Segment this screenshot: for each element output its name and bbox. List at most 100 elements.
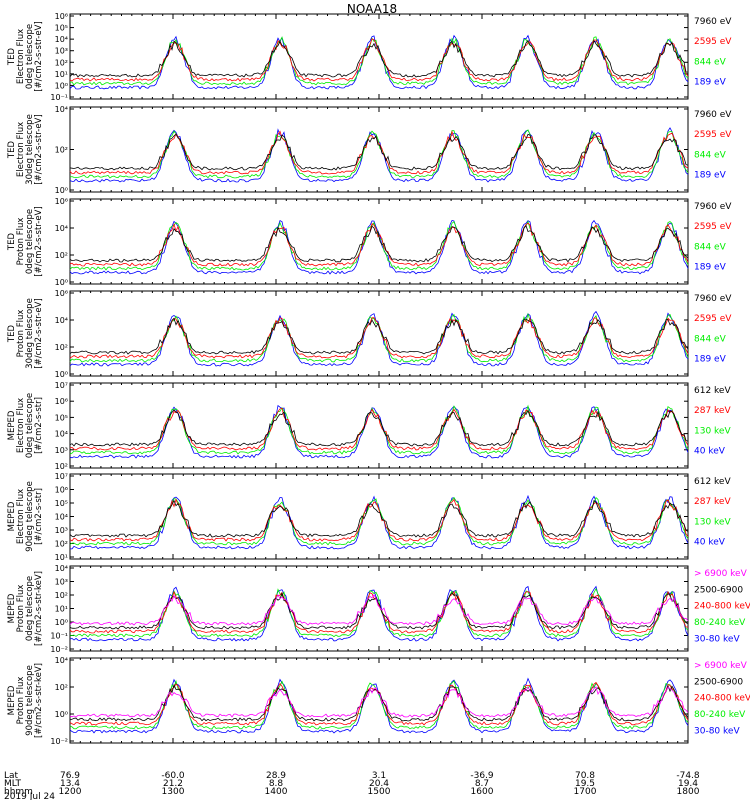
x-axis-tick-label: 1500	[368, 787, 391, 797]
x-axis-tick-label: 1400	[265, 787, 288, 797]
y-axis-label-line: MEPED	[7, 685, 17, 715]
legend-entry: 612 keV	[694, 386, 731, 396]
y-tick-label: 10⁶	[55, 486, 68, 495]
x-axis-tick-label: 8.8	[269, 779, 284, 789]
series-trace	[69, 312, 689, 363]
y-axis-label-line: Proton Flux	[16, 310, 26, 358]
y-axis-label-line: Electron Flux	[16, 29, 26, 84]
legend-entry: 40 keV	[694, 538, 726, 548]
legend-entry: 612 keV	[694, 477, 731, 487]
x-axis-tick-label: 76.9	[60, 771, 80, 781]
series-trace	[69, 496, 689, 546]
y-tick-label: 10⁻²	[50, 645, 68, 654]
y-axis-label-line: TED	[7, 140, 17, 159]
y-tick-label: 10¹	[55, 70, 68, 79]
y-axis-label-line: Proton Flux	[16, 585, 26, 633]
y-tick-label: 10⁵	[55, 413, 68, 422]
legend-entry: 7960 eV	[694, 17, 732, 27]
legend-entry: 844 eV	[694, 150, 727, 160]
y-axis-label-line: 90deg telescope	[25, 481, 35, 552]
panel-3: 10⁰ 10² 10⁴ 10⁶ TED Proton Flux 0deg telescope…	[7, 197, 732, 287]
series-trace	[69, 39, 689, 78]
panel-2: 10⁰ 10² 10⁴ TED Electron Flux 30deg telescope…	[7, 105, 732, 195]
y-axis-label-line: Electron Flux	[16, 489, 26, 544]
y-tick-label: 10²	[55, 343, 68, 352]
x-axis-tick-label: 13.4	[60, 779, 80, 789]
y-tick-label: 10⁻¹	[50, 93, 68, 102]
x-axis-tick-label: 1600	[471, 787, 494, 797]
y-axis-label-line: [#/cm2-s-str]	[34, 397, 44, 454]
x-axis-tick-label: 28.9	[266, 771, 286, 781]
y-tick-label: 10⁴	[55, 35, 68, 44]
legend-entry: 2595 eV	[694, 130, 732, 140]
y-axis-label-line: 30deg telescope	[25, 114, 35, 185]
y-tick-label: 10²	[55, 683, 68, 692]
series-trace	[69, 38, 689, 82]
panel-frame	[69, 13, 689, 100]
legend-entry: 7960 eV	[694, 294, 732, 304]
series-trace	[69, 404, 689, 459]
x-axis-tick-label: 70.8	[575, 771, 595, 781]
x-axis-tick-label: 1200	[59, 787, 82, 797]
panel-7: 10⁻² 10⁻¹ 10⁰ 10¹ 10² 10³ 10⁴ MEPED Proton Flux 0…	[7, 564, 750, 654]
y-axis-label-line: 0deg telescope	[25, 393, 35, 458]
legend-entry: 287 keV	[694, 497, 731, 507]
y-axis-label-line: [#/cm2-s-str]	[34, 488, 44, 545]
y-tick-label: 10⁵	[55, 24, 68, 33]
panel-frame	[69, 106, 689, 193]
x-axis-block: Lat 76.9 -60.0 28.9 3.1 -36.9 70.8 -74.8 MLT 13.4…	[4, 771, 700, 800]
chart-title: NOAA18	[347, 2, 397, 16]
legend-entry: 80-240 keV	[694, 618, 746, 628]
x-axis-tick-label: 19.5	[575, 779, 595, 789]
panel-frame	[69, 198, 689, 285]
y-tick-label: 10⁴	[55, 430, 68, 439]
panel-6: 10¹ 10² 10³ 10⁴ 10⁵ 10⁶ 10⁷ MEPED Electron Flux 9…	[7, 472, 731, 562]
x-axis-row-label: hhmm	[4, 787, 33, 797]
y-tick-label: 10⁶	[55, 12, 68, 21]
legend-entry: > 6900 keV	[694, 661, 748, 671]
x-axis-tick-label: 21.2	[163, 779, 183, 789]
series-trace	[69, 681, 689, 726]
series-trace	[69, 310, 689, 367]
panel-frame	[69, 473, 689, 560]
legend-entry: 130 keV	[694, 517, 731, 527]
y-tick-label: 10²	[55, 540, 68, 549]
series-trace	[69, 594, 689, 626]
legend-entry: 287 keV	[694, 406, 731, 416]
x-axis-row-label: Lat	[4, 771, 19, 781]
y-axis-label-line: TED	[7, 47, 17, 66]
y-tick-label: 10⁶	[55, 289, 68, 298]
series-trace	[69, 686, 689, 718]
y-tick-label: 10²	[55, 146, 68, 155]
series-trace	[69, 34, 689, 90]
y-tick-label: 10³	[55, 47, 68, 56]
series-trace	[69, 317, 689, 355]
y-tick-label: 10⁴	[55, 224, 68, 233]
panel-8: 10⁻² 10⁰ 10² 10⁴ MEPED Proton Flux 90deg teles…	[7, 656, 750, 746]
y-tick-label: 10⁷	[55, 381, 68, 390]
legend-entry: 844 eV	[694, 334, 727, 344]
legend-entry: 2595 eV	[694, 222, 732, 232]
series-trace	[69, 591, 689, 630]
series-trace	[69, 407, 689, 451]
series-trace	[69, 683, 689, 722]
legend-entry: 2500-6900	[694, 585, 743, 595]
y-axis-label-line: MEPED	[7, 410, 17, 440]
series-trace	[69, 133, 689, 171]
legend-entry: 80-240 keV	[694, 710, 746, 720]
series-trace	[69, 494, 689, 550]
legend-entry: > 6900 keV	[694, 569, 748, 579]
y-tick-label: 10⁰	[55, 710, 68, 719]
y-axis-label-line: [#/cm2-s-str-eV]	[34, 206, 44, 276]
panel-frame	[69, 290, 689, 377]
legend-entry: 240-800 keV	[694, 694, 750, 704]
series-trace	[69, 498, 689, 542]
y-tick-label: 10⁰	[55, 278, 68, 287]
legend-entry: 30-80 keV	[694, 634, 740, 644]
y-axis-label-line: Proton Flux	[16, 677, 26, 725]
series-trace	[69, 404, 689, 455]
legend-entry: 40 keV	[694, 447, 726, 457]
y-axis-label-line: MEPED	[7, 501, 17, 531]
y-tick-label: 10⁴	[55, 316, 68, 325]
